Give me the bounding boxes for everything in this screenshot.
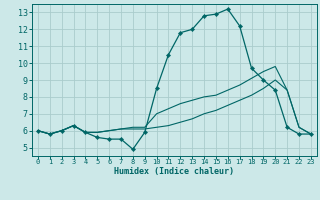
X-axis label: Humidex (Indice chaleur): Humidex (Indice chaleur) <box>115 167 234 176</box>
